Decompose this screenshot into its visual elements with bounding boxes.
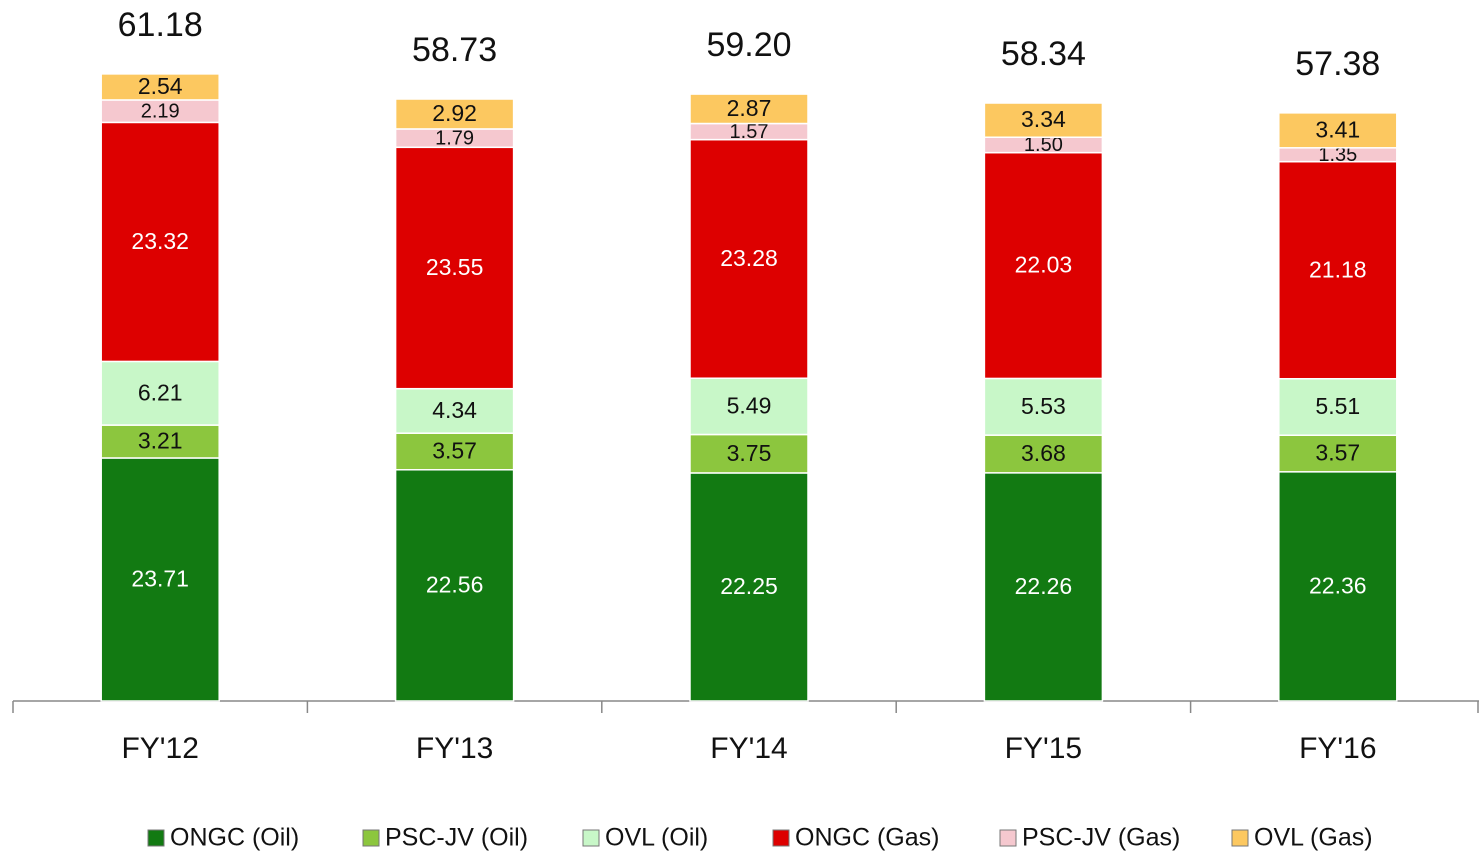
segment-label: 22.03: [1015, 252, 1073, 278]
segment-label: 3.57: [1315, 440, 1360, 466]
total-label: 57.38: [1295, 45, 1380, 83]
segment-label: 5.51: [1315, 393, 1360, 419]
bar-segment: [100, 121, 220, 363]
bar-segment: [983, 151, 1104, 380]
segment-label: 21.18: [1309, 256, 1367, 282]
segment-label: 23.28: [720, 245, 778, 271]
legend-swatch: [1231, 829, 1249, 847]
segment-label: 6.21: [138, 379, 183, 405]
segment-label: 3.41: [1315, 116, 1360, 142]
x-tick-label: FY'13: [416, 732, 493, 765]
segment-label: 22.36: [1309, 572, 1367, 598]
legend-item: OVL (Gas): [1231, 824, 1373, 852]
segment-label: 22.25: [720, 573, 778, 599]
segment-label: 1.57: [730, 121, 769, 143]
total-label: 61.18: [118, 6, 203, 44]
legend-label: ONGC (Oil): [170, 824, 299, 852]
segment-label: 1.79: [435, 127, 474, 149]
segment-label: 23.71: [131, 566, 189, 592]
segment-label: 5.49: [727, 392, 772, 418]
x-tick-label: FY'15: [1005, 732, 1082, 765]
segment-label: 3.21: [138, 428, 183, 454]
legend-swatch: [362, 829, 380, 847]
bar-segment: [394, 432, 515, 471]
x-tick-label: FY'14: [710, 732, 787, 765]
legend-label: OVL (Oil): [605, 824, 708, 852]
bar-segment: [394, 387, 515, 434]
bar-segment: [1278, 112, 1398, 149]
x-tick-label: FY'12: [121, 732, 198, 765]
segment-label: 22.26: [1015, 573, 1073, 599]
segment-label: 23.55: [426, 254, 484, 280]
segment-label: 2.19: [141, 100, 180, 122]
legend-item: OVL (Oil): [582, 824, 708, 852]
bar-segment: [100, 360, 220, 426]
legend-swatch: [772, 829, 790, 847]
bar-segment: [983, 472, 1104, 702]
bar-segment: [983, 377, 1104, 436]
total-label: 58.34: [1001, 35, 1086, 73]
segment-label: 3.68: [1021, 440, 1066, 466]
legend-label: PSC-JV (Gas): [1022, 824, 1180, 852]
bar-segment: [689, 93, 809, 125]
segment-label: 3.57: [432, 438, 477, 464]
bar-segment: [1278, 377, 1398, 436]
bar-segment: [689, 433, 809, 474]
segment-label: 2.87: [727, 95, 772, 121]
legend-item: PSC-JV (Gas): [999, 824, 1180, 852]
segment-label: 3.75: [727, 440, 772, 466]
bar-segment: [100, 424, 220, 459]
legend-item: ONGC (Oil): [147, 824, 299, 852]
bar-segment: [1278, 434, 1398, 473]
bar-segment: [689, 138, 809, 379]
segment-label: 4.34: [432, 397, 477, 423]
legend-item: PSC-JV (Oil): [362, 824, 528, 852]
bar-segment: [100, 457, 220, 702]
legend-label: OVL (Gas): [1254, 824, 1373, 852]
legend-swatch: [147, 829, 165, 847]
bar-segment: [1278, 160, 1398, 380]
legend-swatch: [582, 829, 600, 847]
bar-segment: [394, 146, 515, 390]
bar-segment: [983, 102, 1104, 138]
segment-label: 3.34: [1021, 106, 1066, 132]
segment-label: 23.32: [131, 228, 189, 254]
bar-segment: [100, 73, 220, 101]
total-label: 58.73: [412, 31, 497, 69]
bar-segment: [1278, 471, 1398, 702]
bar-segment: [983, 434, 1104, 474]
segment-label: 1.50: [1024, 134, 1063, 156]
total-label: 59.20: [706, 26, 791, 64]
bar-segment: [394, 98, 515, 130]
legend-item: ONGC (Gas): [772, 824, 939, 852]
legend-label: ONGC (Gas): [795, 824, 939, 852]
segment-label: 1.35: [1318, 144, 1357, 166]
legend-label: PSC-JV (Oil): [385, 824, 528, 852]
segment-label: 2.92: [432, 100, 477, 126]
x-tick-label: FY'16: [1299, 732, 1376, 765]
bar-segment: [394, 469, 515, 702]
segment-label: 22.56: [426, 571, 484, 597]
segment-label: 5.53: [1021, 393, 1066, 419]
bar-segment: [689, 377, 809, 436]
legend-swatch: [999, 829, 1017, 847]
segment-label: 2.54: [138, 73, 183, 99]
